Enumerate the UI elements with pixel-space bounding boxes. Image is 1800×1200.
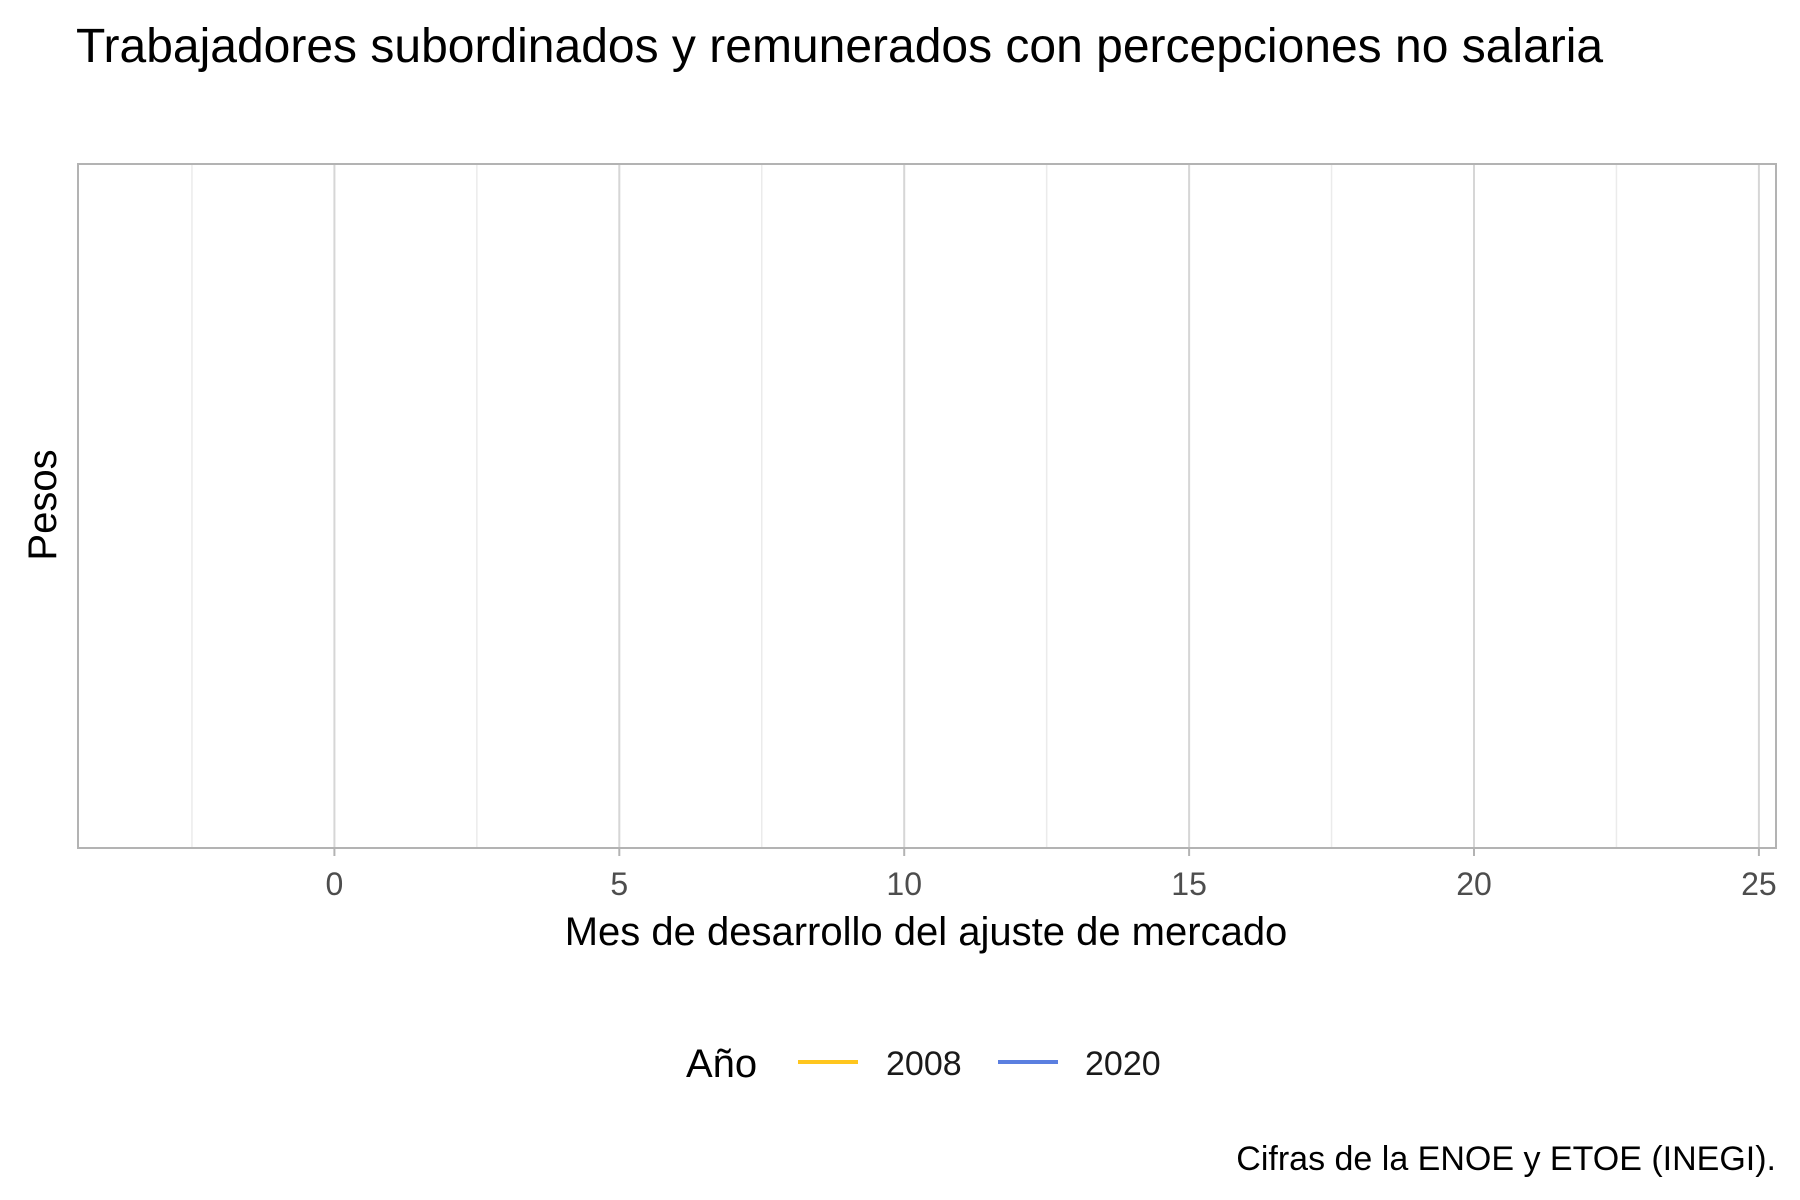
x-axis: 0 5 10 15 20 25 — [326, 848, 1777, 902]
legend-label-2020: 2020 — [1085, 1045, 1161, 1083]
legend-label-2008: 2008 — [886, 1045, 962, 1083]
y-axis-label: Pesos — [21, 449, 65, 560]
x-axis-label: Mes de desarrollo del ajuste de mercado — [565, 910, 1288, 954]
plot-panel — [77, 163, 1777, 849]
chart-caption: Cifras de la ENOE y ETOE (INEGI). — [1236, 1140, 1776, 1178]
x-tick-label: 10 — [886, 866, 922, 902]
grid-minor — [191, 164, 1618, 848]
grid-major — [333, 164, 1760, 848]
legend: Año 2008 2020 — [686, 1042, 1161, 1086]
x-tick-label: 25 — [1741, 866, 1777, 902]
x-tick-label: 15 — [1171, 866, 1207, 902]
x-tick-label: 20 — [1456, 866, 1492, 902]
legend-title: Año — [686, 1042, 757, 1086]
x-tick-label: 5 — [610, 866, 628, 902]
x-tick-label: 0 — [326, 866, 344, 902]
chart-title: Trabajadores subordinados y remunerados … — [76, 20, 1603, 73]
panel-border — [77, 163, 1777, 849]
